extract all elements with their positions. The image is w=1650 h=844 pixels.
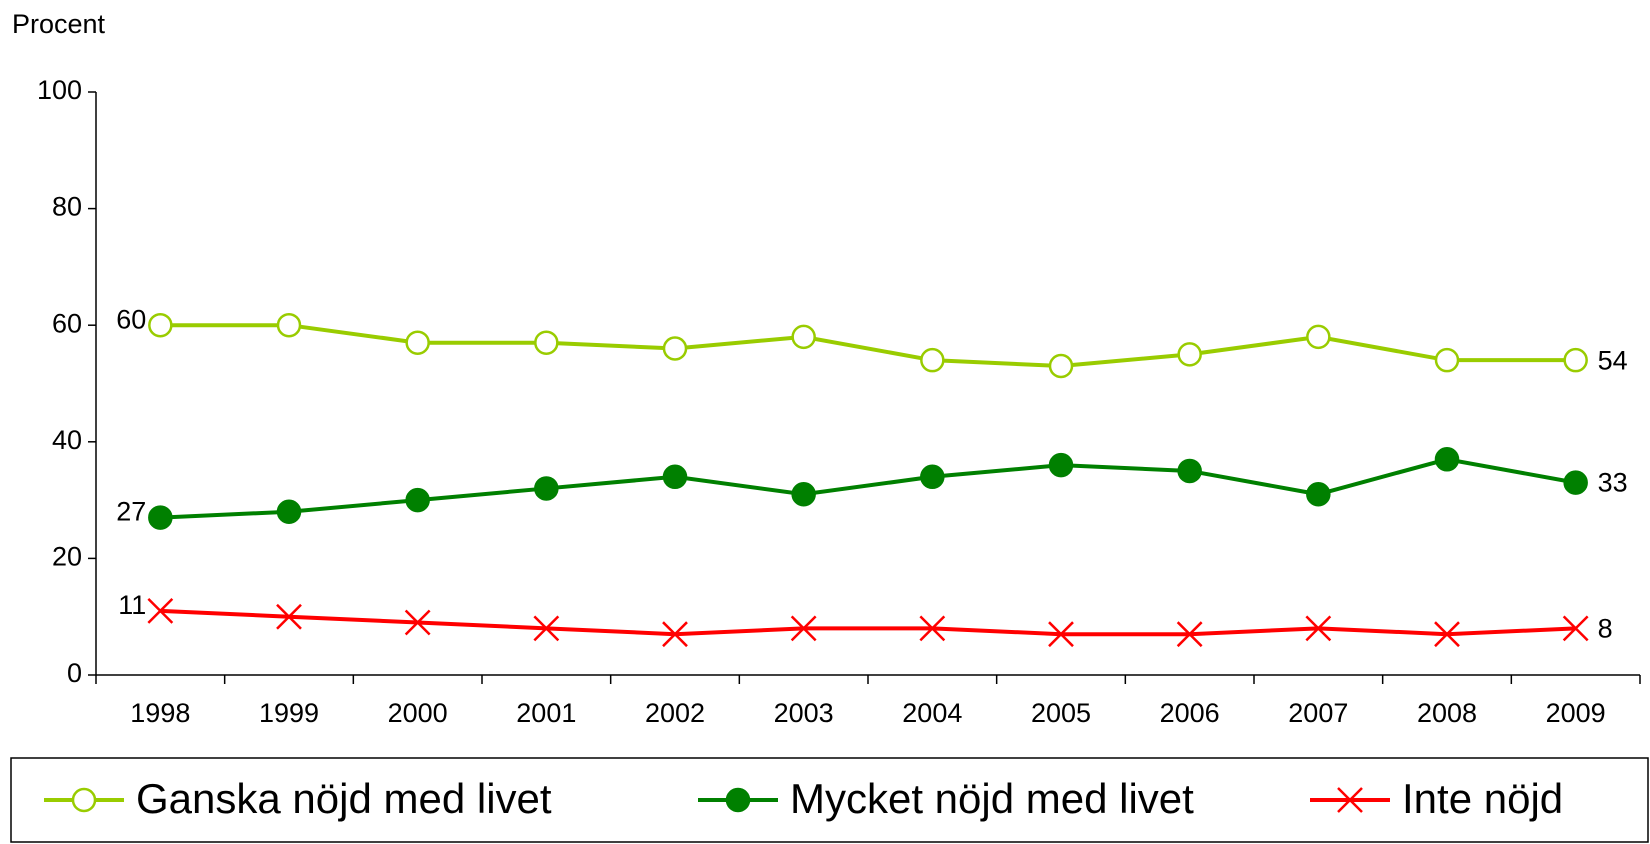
data-label: 54 (1598, 345, 1628, 375)
legend-label: Ganska nöjd med livet (136, 775, 552, 822)
marker-x (404, 609, 431, 636)
data-label: 27 (116, 497, 146, 527)
data-point (1176, 621, 1203, 648)
y-tick-label: 60 (52, 308, 82, 338)
marker-x (276, 603, 302, 630)
data-point (1305, 615, 1332, 642)
legend-item: Inte nöjd (1310, 775, 1563, 822)
data-point (1434, 621, 1460, 648)
y-tick-label: 40 (52, 425, 82, 455)
legend-label: Mycket nöjd med livet (790, 775, 1194, 822)
x-tick-label: 2004 (902, 698, 962, 728)
data-point (919, 615, 946, 642)
data-point (920, 347, 945, 373)
data-point (791, 324, 816, 350)
marker-x (1176, 621, 1203, 648)
legend-item: Ganska nöjd med livet (44, 775, 552, 822)
marker-x (147, 597, 174, 624)
data-point (148, 312, 173, 338)
x-tick-label: 2008 (1417, 698, 1477, 728)
y-tick-label: 100 (37, 75, 82, 105)
legend-label: Inte nöjd (1402, 775, 1563, 822)
legend-item: Mycket nöjd med livet (698, 775, 1194, 822)
x-tick-label: 2002 (645, 698, 705, 728)
data-point (1048, 353, 1074, 379)
data-label: 33 (1598, 468, 1628, 498)
y-axis-label: Procent (12, 9, 106, 39)
x-tick-label: 2000 (388, 698, 448, 728)
data-point (791, 482, 816, 507)
marker-x (1562, 615, 1589, 642)
data-point (404, 609, 431, 636)
data-point (276, 312, 302, 338)
marker-x (1305, 615, 1332, 642)
data-point (1306, 324, 1331, 350)
x-tick-label: 2009 (1546, 698, 1606, 728)
data-point (148, 505, 173, 530)
data-point (662, 621, 688, 648)
data-point (276, 499, 302, 525)
marker-x (1337, 787, 1363, 813)
data-point (405, 330, 430, 355)
data-point (1563, 470, 1588, 495)
data-point (1048, 621, 1074, 648)
data-point (533, 615, 560, 642)
series-line (160, 323, 1576, 369)
legend-marker (1337, 787, 1363, 813)
y-tick-label: 80 (52, 192, 82, 222)
data-point (1306, 482, 1331, 507)
x-tick-label: 1998 (130, 698, 190, 728)
data-point (1048, 452, 1074, 478)
data-point (790, 615, 817, 642)
x-tick-label: 1999 (259, 698, 319, 728)
y-tick-label: 20 (52, 542, 82, 572)
data-label: 8 (1598, 613, 1613, 643)
legend-marker (725, 787, 751, 813)
data-point (920, 464, 945, 490)
marker-x (662, 621, 688, 648)
marker-x (1048, 621, 1074, 648)
data-label: 11 (118, 590, 146, 620)
marker-x (919, 615, 946, 642)
data-point (1177, 342, 1202, 367)
marker-x (533, 615, 560, 642)
x-tick-label: 2006 (1160, 698, 1220, 728)
legend-marker (71, 787, 97, 813)
data-point (662, 464, 688, 490)
series-line (160, 457, 1577, 520)
data-point (1563, 347, 1588, 373)
series-line (160, 608, 1576, 637)
data-point (534, 476, 559, 501)
data-point (276, 603, 302, 630)
x-tick-label: 2003 (774, 698, 834, 728)
data-point (534, 330, 559, 355)
data-point (405, 487, 430, 513)
data-point (1434, 347, 1460, 373)
x-tick-label: 2001 (516, 698, 576, 728)
data-point (147, 597, 174, 624)
x-tick-label: 2005 (1031, 698, 1091, 728)
data-point (1434, 447, 1460, 472)
data-point (1562, 615, 1589, 642)
data-point (1177, 458, 1202, 484)
marker-x (790, 615, 817, 642)
data-point (662, 336, 688, 361)
marker-x (1434, 621, 1460, 648)
x-tick-label: 2007 (1288, 698, 1348, 728)
data-label: 60 (116, 304, 146, 334)
y-tick-label: 0 (67, 658, 82, 688)
